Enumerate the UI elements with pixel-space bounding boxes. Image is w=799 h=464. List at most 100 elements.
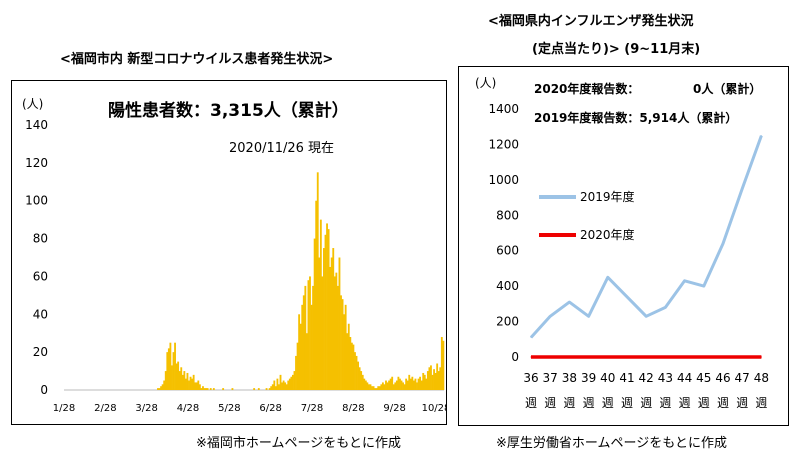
series-2020-point [664,356,666,358]
right-x-tick-label: 43 [658,371,673,385]
covid-bar [304,285,307,390]
series-2020-point [568,356,570,358]
right-x-tick-suffix: 週 [583,396,595,410]
covid-bar [270,386,273,390]
covid-bar [440,337,443,390]
covid-bar [158,388,161,390]
left-x-tick-label: 5/28 [218,403,240,414]
series-2019-point [588,315,590,317]
series-2020-point [588,356,590,358]
covid-bar [392,384,395,390]
covid-bar [183,371,186,390]
covid-bar [416,382,418,390]
series-2020-point [645,356,647,358]
covid-bar [177,361,180,390]
covid-bar [391,376,394,390]
covid-bar [436,363,439,390]
right-x-tick-label: 44 [677,371,692,385]
right-y-tick-label: 1400 [488,102,519,116]
covid-bar [166,352,169,390]
series-2019-point [703,285,705,287]
covid-bar [172,352,175,390]
right-x-tick-suffix: 週 [563,396,575,410]
left-y-tick-label: 80 [33,232,48,246]
covid-bar [431,374,434,390]
right-y-tick-label: 800 [496,208,519,222]
covid-bar [312,285,315,390]
right-x-tick-label: 42 [639,371,654,385]
covid-bar [361,374,364,390]
series-2019-point [607,276,609,278]
series-2019-point [530,337,532,338]
left-headline: 陽性患者数：3,315人（累計） [108,100,349,121]
covid-bar [354,352,356,390]
covid-bar [164,371,167,390]
left-date-note: 2020/11/26 現在 [229,141,334,156]
covid-bar [295,355,297,390]
covid-bar [316,172,319,390]
covid-bar [338,257,341,390]
right-chart-title-line2: (定点当たり)> (9~11月末) [532,42,701,57]
covid-bar [333,276,336,390]
covid-bar [313,238,316,390]
covid-bar [202,386,204,390]
covid-bar [374,388,377,390]
covid-bar [198,384,201,390]
covid-bar [425,378,428,390]
covid-bar [437,371,440,390]
covid-bar [319,219,322,390]
covid-bar [366,382,369,390]
covid-bar [302,295,305,390]
legend-2020-label: 2020年度 [580,227,635,242]
right-y-tick-label: 0 [511,350,519,364]
covid-bar [181,374,184,390]
covid-bar [400,380,403,390]
covid-bar [378,386,381,390]
left-x-tick-label: 1/28 [53,403,75,414]
right-x-tick-suffix: 週 [679,396,691,410]
left-x-tick-label: 7/28 [301,403,323,414]
covid-bar [279,374,282,390]
right-source-note: ※厚生労働省ホームページをもとに作成 [496,436,727,451]
covid-bar [307,280,310,390]
covid-bar [299,323,302,390]
covid-bar [192,374,195,390]
covid-bar [419,376,422,390]
left-x-tick-label: 4/28 [177,403,199,414]
covid-bar [194,382,197,390]
covid-bar [434,372,437,390]
covid-bar [346,333,349,390]
covid-bar [335,272,338,390]
left-y-tick-label: 60 [33,269,48,283]
covid-bar [253,388,256,390]
left-y-tick-label: 40 [33,307,48,321]
covid-bar [426,371,429,390]
covid-bar [442,340,445,390]
covid-bar [411,376,414,390]
series-2019-point [760,135,762,137]
legend-2019-label: 2019年度 [580,189,635,204]
covid-bar [352,344,355,390]
left-y-tick-label: 140 [25,118,48,132]
covid-bar [205,388,207,390]
left-chart-panel: (人) 陽性患者数：3,315人（累計） 2020/11/26 現在 0 20 40 60 8… [11,80,450,425]
covid-bar [383,384,386,390]
covid-bar [268,388,271,390]
report-2020-label: 2020年度報告数： [534,81,639,96]
right-x-tick-label: 38 [562,371,577,385]
covid-bar [377,386,380,390]
covid-bar [293,371,296,390]
covid-bar [178,371,181,390]
left-x-tick-label: 2/28 [94,403,116,414]
covid-bar [327,229,330,390]
right-x-tick-label: 45 [696,371,711,385]
covid-bar [285,384,288,390]
covid-bar [281,382,283,390]
series-2019-point [568,301,570,303]
covid-bar [222,388,225,390]
covid-bar [301,304,304,390]
covid-bar [403,384,406,390]
covid-bar [197,380,200,390]
covid-bar [341,299,344,390]
covid-bar [340,295,342,390]
